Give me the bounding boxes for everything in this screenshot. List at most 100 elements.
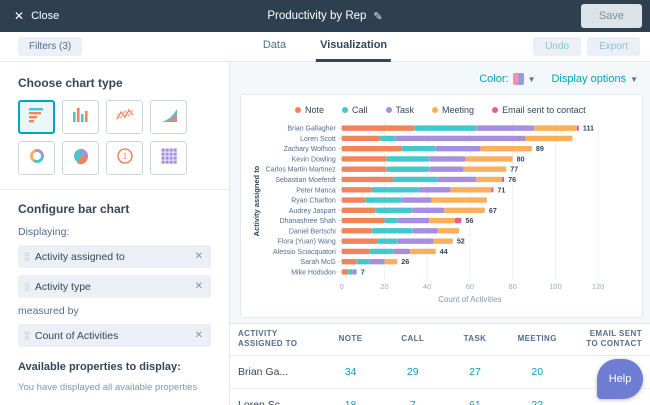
bar-segment[interactable] (371, 228, 413, 234)
remove-field-icon[interactable]: ✕ (194, 251, 203, 262)
bar-segment[interactable] (429, 156, 466, 162)
bar-segment[interactable] (429, 217, 455, 224)
bar-segment[interactable] (412, 228, 438, 234)
chart-type-area-button[interactable] (150, 100, 187, 134)
filters-button[interactable]: Filters (3) (18, 37, 83, 56)
bar-segment[interactable] (384, 217, 398, 224)
metric-value-cell[interactable]: 29 (381, 355, 444, 390)
metric-value-cell[interactable]: 22 (506, 388, 569, 405)
drag-handle-icon[interactable]: ⣿ (24, 331, 30, 340)
bar-segment[interactable] (491, 187, 494, 193)
metric-value-cell[interactable]: 34 (319, 355, 382, 390)
bar-segment[interactable] (437, 176, 477, 183)
bar-segment[interactable] (397, 238, 434, 244)
bar-segment[interactable] (476, 176, 502, 183)
bar-segment[interactable] (369, 248, 394, 255)
metric-value-cell[interactable]: 18 (319, 388, 382, 405)
bar-segment[interactable] (444, 207, 485, 214)
bar-segment[interactable] (418, 187, 451, 193)
bar-segment[interactable] (412, 207, 445, 214)
column-header[interactable]: TASK (443, 323, 507, 357)
chart-type-table-button[interactable] (150, 141, 187, 175)
bar-segment[interactable] (401, 145, 436, 152)
column-header[interactable]: CALL (381, 323, 444, 357)
bar-segment[interactable] (386, 166, 430, 172)
bar-segment[interactable] (476, 125, 535, 131)
bar-segment[interactable] (356, 258, 370, 265)
bar-segment[interactable] (454, 217, 462, 224)
bar-segment[interactable] (341, 156, 387, 162)
bar-segment[interactable] (463, 166, 507, 172)
chart-type-pie-button[interactable] (62, 141, 99, 175)
column-header[interactable]: NOTE (319, 323, 382, 357)
bar-segment[interactable] (369, 258, 385, 265)
tab-visualization[interactable]: Visualization (316, 32, 392, 62)
color-dropdown[interactable]: Color: ▼ (479, 73, 535, 85)
drag-handle-icon[interactable]: ⣿ (24, 282, 30, 291)
bar-segment[interactable] (480, 145, 532, 152)
metric-value-cell[interactable]: 61 (443, 388, 507, 405)
bar-segment[interactable] (435, 145, 481, 152)
chart-type-bar-horizontal-button[interactable] (18, 100, 55, 134)
column-header[interactable]: ACTIVITY ASSIGNED TO (230, 323, 320, 357)
bar-segment[interactable] (341, 145, 402, 152)
metric-value-cell[interactable]: 7 (381, 388, 444, 405)
tab-data[interactable]: Data (262, 39, 287, 51)
bar-segment[interactable] (414, 125, 477, 131)
bar-segment[interactable] (341, 217, 385, 224)
chart-type-donut-button[interactable] (18, 141, 55, 175)
bar-segment[interactable] (437, 228, 460, 234)
edit-title-pencil-icon[interactable]: ✎ (373, 10, 383, 23)
bar-segment[interactable] (395, 135, 526, 142)
bar-segment[interactable] (386, 156, 430, 162)
stacked-bar-chart[interactable]: 0 20 40 60 80 100 120 Brian Gallagher 111 Loren S… (247, 119, 636, 311)
bar-segment[interactable] (341, 176, 394, 183)
field-pill-activity-type[interactable]: ⣿ Activity type ✕ (18, 275, 211, 298)
bar-segment[interactable] (341, 166, 387, 172)
field-pill-activity-assigned-to[interactable]: ⣿ Activity assigned to ✕ (18, 245, 211, 268)
legend-item-note[interactable]: Note (295, 105, 324, 115)
remove-field-icon[interactable]: ✕ (194, 281, 203, 292)
bar-segment[interactable] (534, 125, 577, 131)
bar-segment[interactable] (352, 269, 357, 275)
bar-segment[interactable] (341, 228, 372, 234)
column-header[interactable]: EMAIL SENT TO CONTACT (568, 323, 650, 357)
drag-handle-icon[interactable]: ⣿ (24, 252, 30, 261)
bar-segment[interactable] (371, 187, 419, 193)
chart-type-single-number-button[interactable]: 1 (106, 141, 143, 175)
bar-segment[interactable] (393, 248, 411, 255)
bar-segment[interactable] (341, 125, 415, 131)
bar-segment[interactable] (397, 217, 430, 224)
field-pill-count-of-activities[interactable]: ⣿ Count of Activities ✕ (18, 324, 211, 347)
metric-value-cell[interactable]: 20 (506, 355, 569, 390)
bar-segment[interactable] (433, 238, 453, 244)
bar-segment[interactable] (576, 125, 579, 131)
bar-segment[interactable] (341, 135, 381, 142)
export-button[interactable]: Export (587, 37, 640, 56)
bar-segment[interactable] (348, 269, 353, 275)
chart-type-line-button[interactable] (106, 100, 143, 134)
bar-segment[interactable] (378, 238, 398, 244)
remove-field-icon[interactable]: ✕ (194, 330, 203, 341)
save-button[interactable]: Save (580, 4, 642, 28)
bar-segment[interactable] (341, 258, 357, 265)
bar-segment[interactable] (341, 238, 379, 244)
bar-segment[interactable] (525, 135, 573, 142)
legend-item-call[interactable]: Call (342, 105, 368, 115)
bar-segment[interactable] (429, 166, 464, 172)
bar-segment[interactable] (410, 248, 436, 255)
bar-segment[interactable] (431, 197, 488, 203)
bar-segment[interactable] (341, 248, 370, 255)
bar-segment[interactable] (341, 269, 349, 275)
bar-segment[interactable] (341, 187, 372, 193)
close-button[interactable]: ✕ Close (14, 10, 59, 22)
bar-segment[interactable] (501, 176, 505, 183)
bar-segment[interactable] (375, 207, 413, 214)
undo-button[interactable]: Undo (533, 37, 582, 56)
column-header[interactable]: MEETING (506, 323, 569, 357)
help-button[interactable]: Help (597, 359, 643, 399)
bar-segment[interactable] (450, 187, 492, 193)
metric-value-cell[interactable]: 27 (443, 355, 507, 390)
bar-segment[interactable] (393, 176, 438, 183)
display-options-dropdown[interactable]: Display options ▼ (551, 73, 638, 85)
